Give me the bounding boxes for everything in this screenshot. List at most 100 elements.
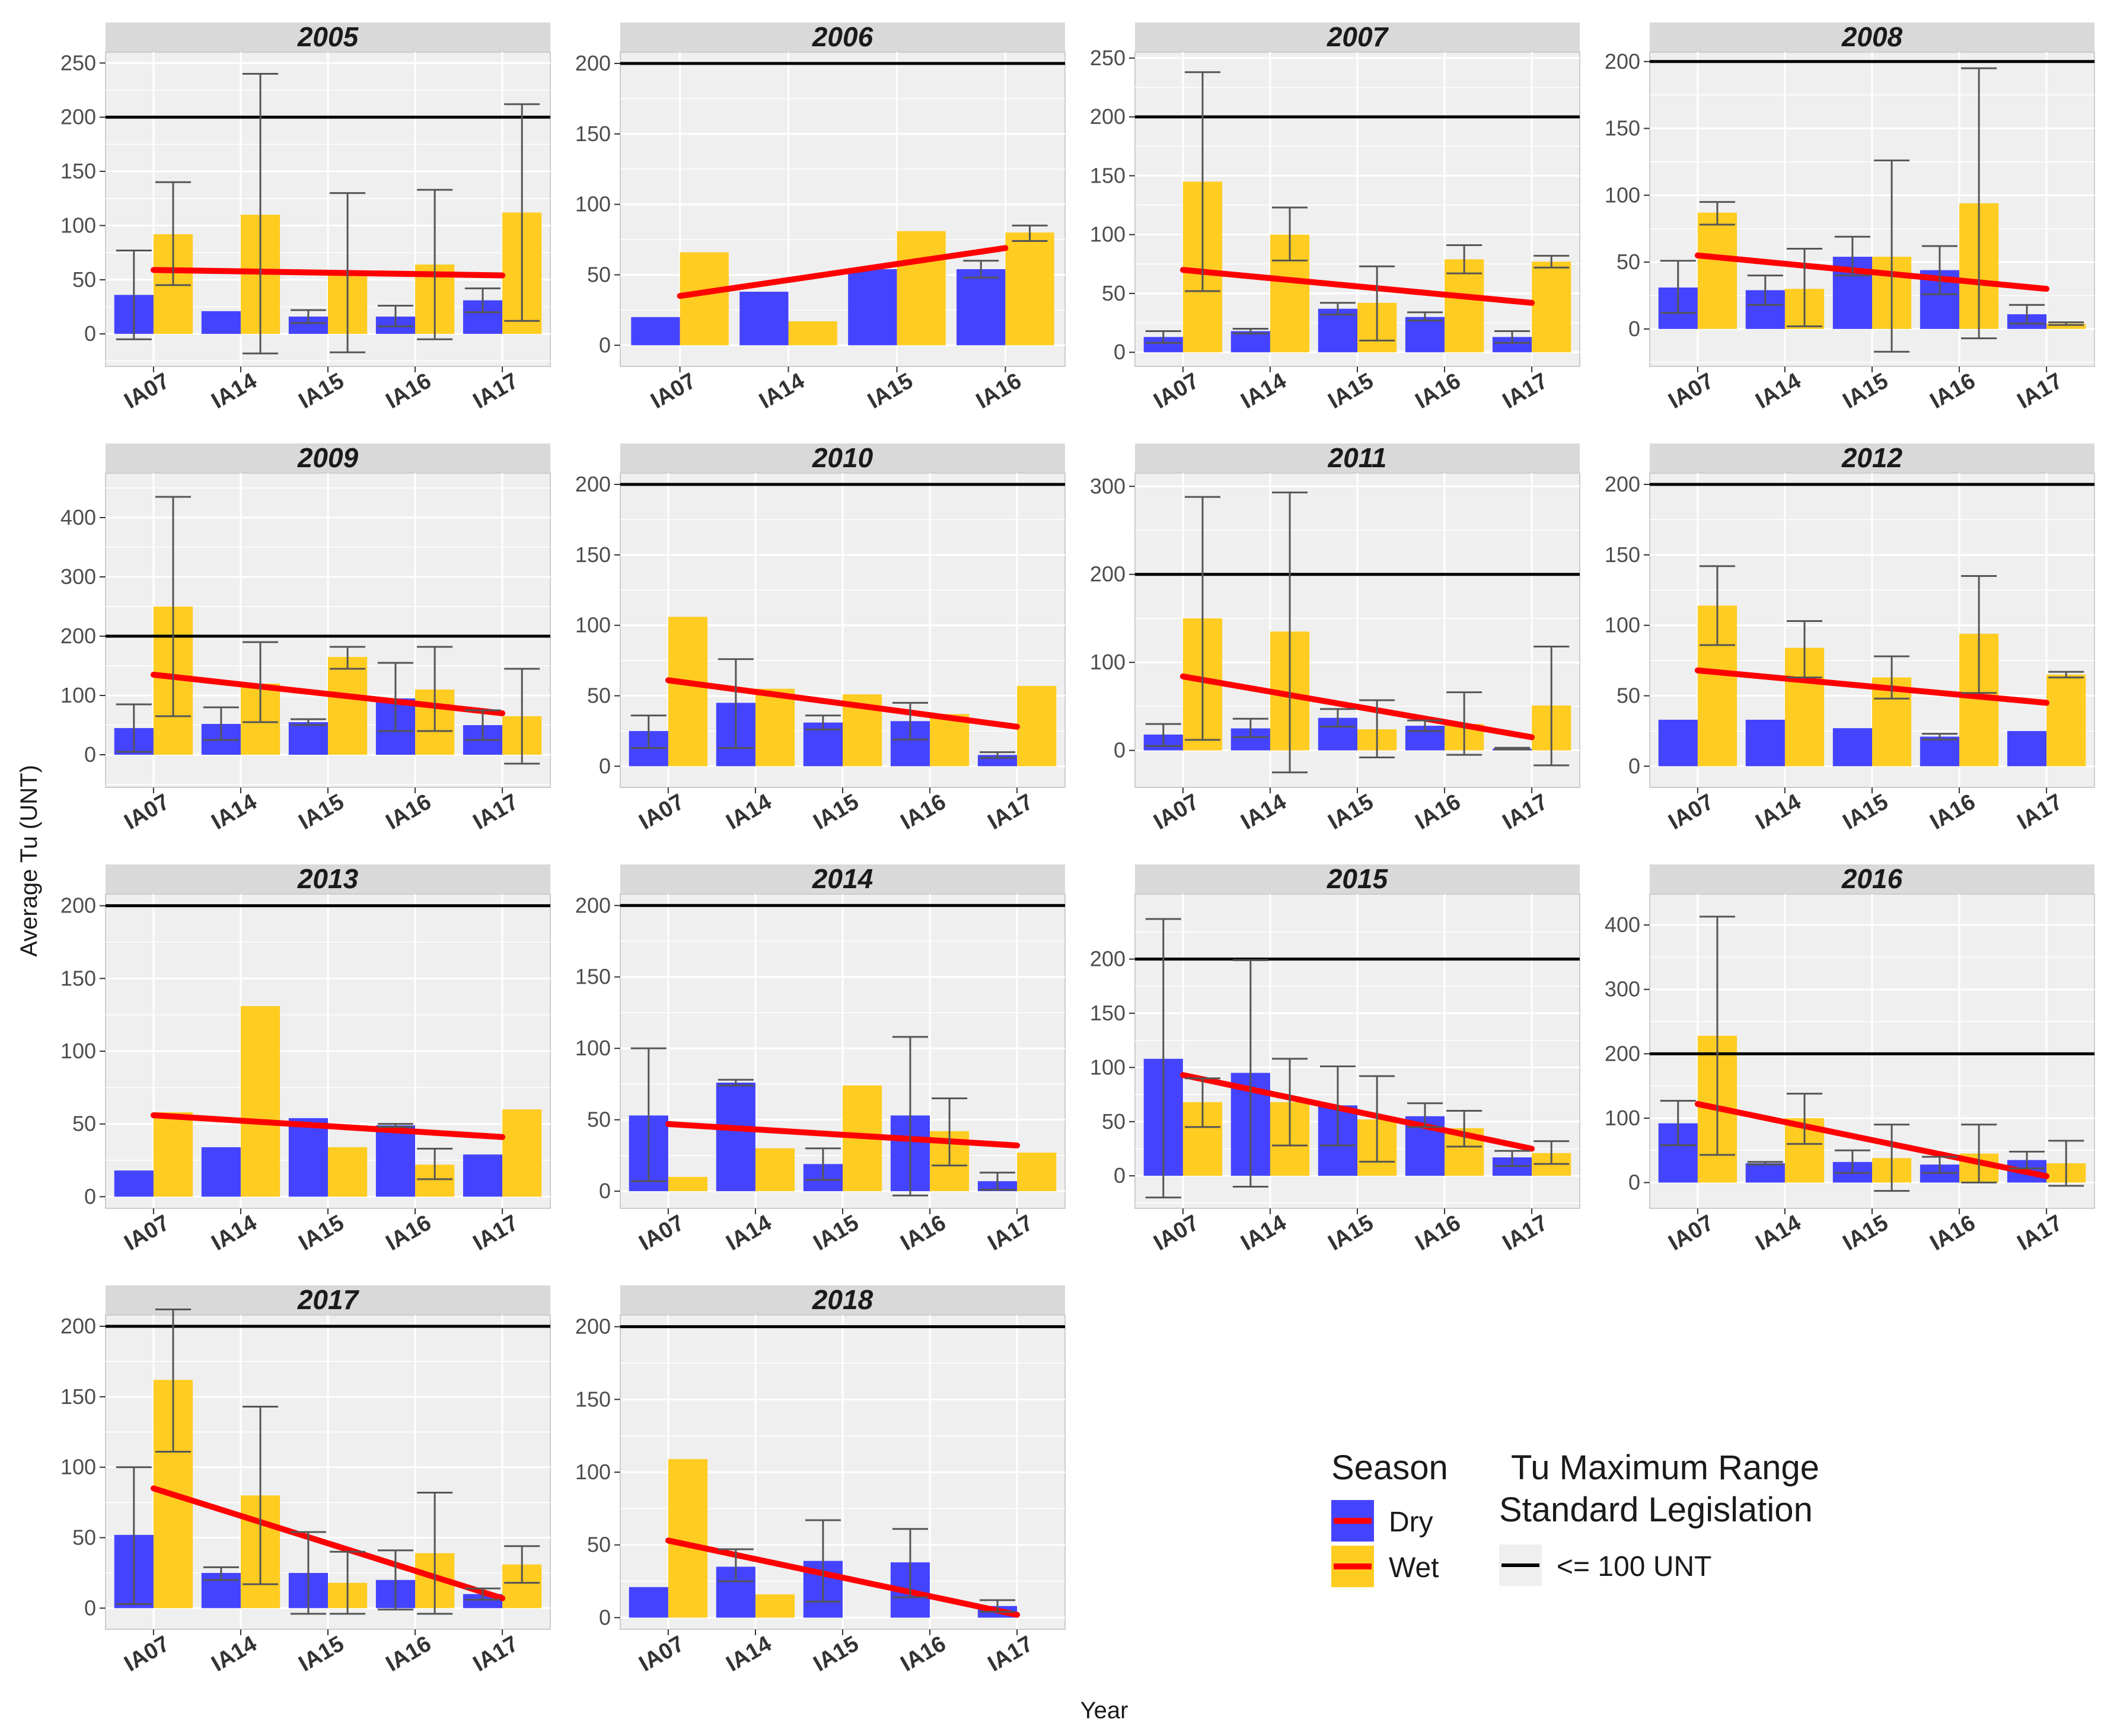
x-tick-label: IA07 bbox=[1665, 789, 1719, 835]
y-tick-label: 100 bbox=[575, 1460, 611, 1484]
x-tick-label: IA07 bbox=[1665, 368, 1719, 414]
dry-bar bbox=[1318, 308, 1357, 353]
x-tick-label: IA14 bbox=[208, 789, 262, 835]
y-tick-label: 150 bbox=[1090, 1001, 1126, 1025]
wet-bar bbox=[153, 1112, 193, 1197]
y-tick-label: 200 bbox=[60, 624, 96, 648]
panel-2017: 2017 0 50 100 150 200 IA07 IA14 IA15 IA16 IA17 bbox=[60, 1284, 551, 1677]
trend-line bbox=[677, 245, 1009, 299]
y-tick-label: 200 bbox=[1090, 947, 1126, 971]
panel-2013: 2013 0 50 100 150 200 IA07 IA14 IA15 IA16 IA17 bbox=[60, 863, 551, 1256]
x-tick-label: IA16 bbox=[972, 368, 1026, 414]
y-tick-label: 200 bbox=[575, 1314, 611, 1339]
y-tick-label: 200 bbox=[1605, 1041, 1640, 1065]
panel-strip bbox=[1650, 443, 2094, 473]
x-tick-label: IA15 bbox=[295, 1210, 349, 1256]
panel-title: 2011 bbox=[1328, 442, 1387, 473]
x-tick-label: IA16 bbox=[382, 368, 436, 414]
y-tick-label: 200 bbox=[575, 472, 611, 496]
panel-strip bbox=[620, 23, 1065, 52]
dry-bar bbox=[1745, 1163, 1785, 1183]
x-tick-label: IA15 bbox=[1839, 1210, 1893, 1256]
panel-title: 2012 bbox=[1841, 442, 1903, 473]
y-tick-label: 150 bbox=[60, 1384, 96, 1409]
y-tick-label: 0 bbox=[599, 1179, 611, 1203]
x-tick-label: IA15 bbox=[809, 789, 863, 835]
y-tick-label: 200 bbox=[575, 51, 611, 75]
x-tick-label: IA17 bbox=[1499, 368, 1552, 414]
panel-2012: 2012 0 50 100 150 200 IA07 IA14 IA15 IA16 IA17 bbox=[1605, 442, 2095, 835]
dry-bar bbox=[201, 1147, 241, 1197]
x-tick-label: IA14 bbox=[208, 1631, 262, 1677]
x-tick-label: IA16 bbox=[1926, 368, 1980, 414]
x-tick-label: IA15 bbox=[809, 1631, 863, 1677]
y-tick-label: 200 bbox=[60, 893, 96, 918]
legend: Season Dry Wet Tu Maximum Range Standard… bbox=[1331, 1448, 1819, 1587]
panel-title: 2010 bbox=[812, 442, 873, 473]
x-tick-label: IA17 bbox=[2013, 1210, 2067, 1256]
x-tick-label: IA16 bbox=[1411, 789, 1465, 835]
x-tick-label: IA07 bbox=[1665, 1210, 1719, 1256]
dry-bar bbox=[631, 317, 680, 346]
x-tick-label: IA07 bbox=[635, 1210, 689, 1256]
x-tick-label: IA15 bbox=[1839, 789, 1893, 835]
wet-bar bbox=[1532, 261, 1571, 353]
x-tick-label: IA15 bbox=[863, 368, 917, 414]
panel-title: 2006 bbox=[812, 21, 873, 52]
legend-standard-title-1: Tu Maximum Range bbox=[1511, 1448, 1819, 1487]
panel-title: 2007 bbox=[1327, 21, 1389, 52]
panel-title: 2013 bbox=[297, 863, 359, 894]
y-tick-label: 150 bbox=[1090, 163, 1126, 187]
y-tick-label: 0 bbox=[1628, 754, 1640, 778]
x-tick-label: IA14 bbox=[208, 368, 262, 414]
x-tick-label: IA16 bbox=[1926, 789, 1980, 835]
dry-bar bbox=[739, 292, 789, 346]
y-tick-label: 50 bbox=[72, 1526, 96, 1550]
x-tick-label: IA14 bbox=[1752, 368, 1806, 414]
x-tick-label: IA17 bbox=[469, 789, 523, 835]
panel-2006: 2006 0 50 100 150 200 IA07 IA14 IA15 IA16 bbox=[575, 21, 1066, 414]
y-tick-label: 0 bbox=[1114, 1163, 1126, 1188]
wet-bar bbox=[668, 1459, 708, 1618]
dry-bar bbox=[2007, 730, 2047, 767]
x-tick-label: IA17 bbox=[2013, 368, 2067, 414]
y-tick-label: 150 bbox=[60, 966, 96, 990]
x-tick-label: IA14 bbox=[722, 1631, 776, 1677]
panel-2015: 2015 0 50 100 150 200 IA07 IA14 IA15 IA16 IA17 bbox=[1090, 863, 1580, 1256]
y-tick-label: 100 bbox=[1605, 1106, 1640, 1130]
y-tick-label: 50 bbox=[72, 1112, 96, 1136]
y-tick-label: 0 bbox=[84, 742, 96, 767]
panel-2007: 2007 0 50 100 150 200 250 IA07 IA14 IA15 IA16 IA17 bbox=[1090, 21, 1580, 414]
y-tick-label: 0 bbox=[1628, 317, 1640, 341]
x-tick-label: IA17 bbox=[984, 1631, 1038, 1677]
panel-strip bbox=[620, 1285, 1065, 1315]
legend-dry-label: Dry bbox=[1389, 1507, 1433, 1538]
wet-bar bbox=[668, 1177, 708, 1192]
y-tick-label: 150 bbox=[1605, 116, 1640, 141]
x-tick-label: IA16 bbox=[897, 1631, 951, 1677]
x-tick-label: IA15 bbox=[295, 1631, 349, 1677]
x-axis-title: Year bbox=[1080, 1697, 1128, 1724]
panel-strip bbox=[620, 443, 1065, 473]
x-tick-label: IA17 bbox=[469, 1631, 523, 1677]
trend-line bbox=[1694, 1101, 2050, 1179]
y-tick-label: 100 bbox=[1090, 222, 1126, 247]
panel-strip bbox=[106, 23, 550, 52]
panel-2018: 2018 0 50 100 150 200 IA07 IA14 IA15 IA16 IA17 bbox=[575, 1284, 1066, 1677]
wet-bar bbox=[755, 688, 795, 767]
wet-bar bbox=[1017, 685, 1057, 767]
y-tick-label: 300 bbox=[1090, 474, 1126, 498]
y-tick-label: 100 bbox=[60, 683, 96, 707]
y-tick-label: 0 bbox=[599, 333, 611, 357]
wet-bar bbox=[502, 1109, 542, 1197]
y-tick-label: 150 bbox=[575, 1387, 611, 1411]
y-tick-label: 50 bbox=[587, 263, 611, 287]
y-tick-label: 200 bbox=[1090, 104, 1126, 129]
panel-title: 2005 bbox=[297, 21, 359, 52]
y-tick-label: 0 bbox=[1114, 738, 1126, 762]
x-tick-label: IA16 bbox=[1926, 1210, 1980, 1256]
x-tick-label: IA17 bbox=[984, 1210, 1038, 1256]
dry-bar bbox=[1832, 728, 1872, 767]
panel-2010: 2010 0 50 100 150 200 IA07 IA14 IA15 IA16 IA17 bbox=[575, 442, 1066, 835]
